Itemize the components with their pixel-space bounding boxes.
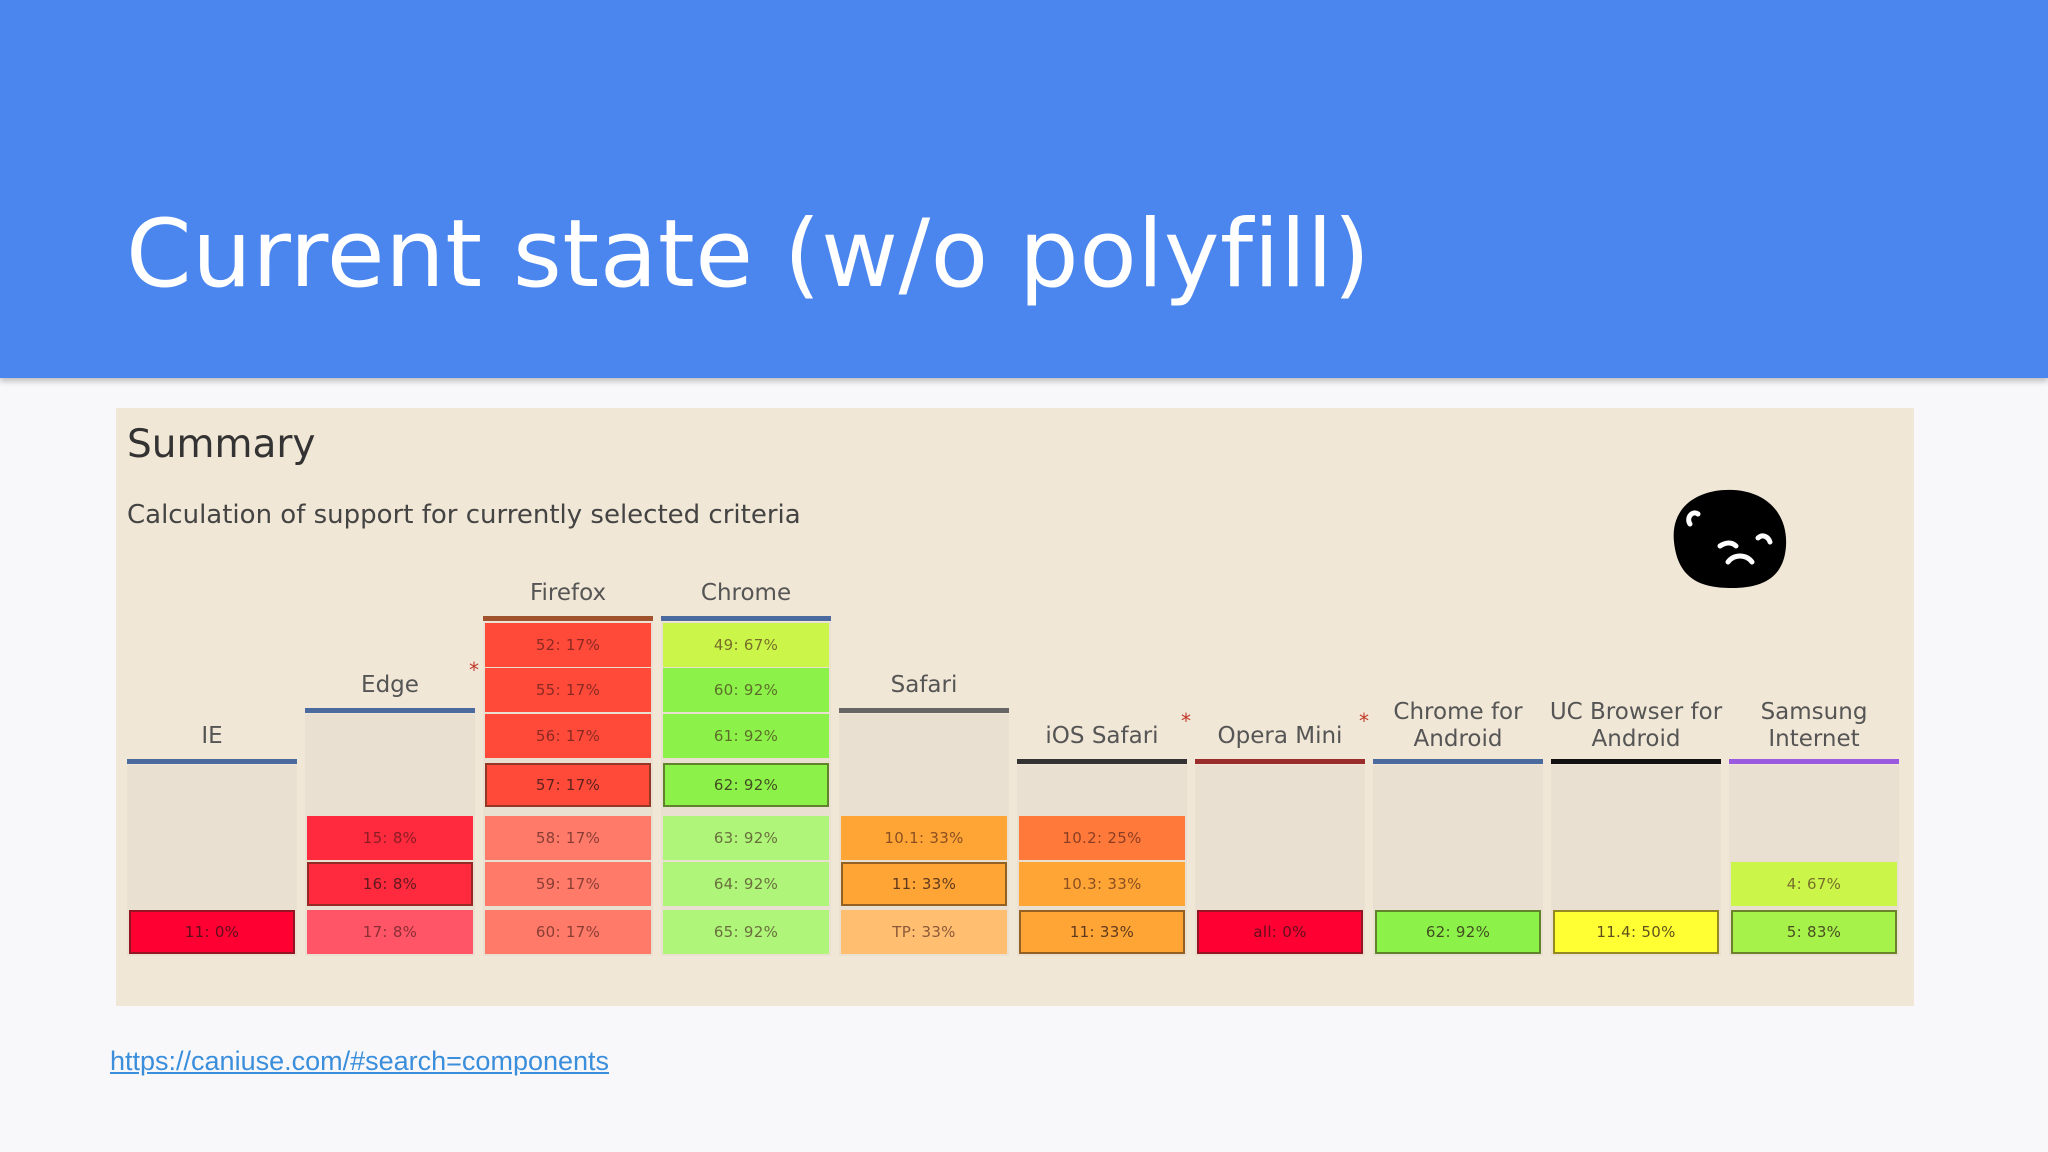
browser-bar (1195, 759, 1365, 764)
version-cell[interactable]: 58: 17% (485, 816, 651, 860)
version-cell[interactable]: 16: 8% (307, 862, 473, 906)
version-cell[interactable]: 64: 92% (663, 862, 829, 906)
version-cell[interactable]: 11.4: 50% (1553, 910, 1719, 954)
summary-title: Summary (127, 422, 316, 467)
version-cell[interactable]: 52: 17% (485, 623, 651, 667)
version-cell[interactable]: 11: 0% (129, 910, 295, 954)
browser-header-edge[interactable]: Edge (361, 672, 419, 698)
version-cell[interactable]: 62: 92% (663, 763, 829, 807)
version-cell[interactable]: 49: 67% (663, 623, 829, 667)
version-cell[interactable]: 65: 92% (663, 910, 829, 954)
sad-face-icon (1673, 489, 1787, 588)
notes-asterisk[interactable]: * (469, 658, 479, 682)
version-cell[interactable]: 15: 8% (307, 816, 473, 860)
version-cell[interactable]: 63: 92% (663, 816, 829, 860)
notes-asterisk[interactable]: * (1181, 709, 1191, 733)
version-cell[interactable]: 10.1: 33% (841, 816, 1007, 860)
version-cell[interactable]: 11: 33% (841, 862, 1007, 906)
browser-header-firefox[interactable]: Firefox (529, 580, 607, 606)
version-cell[interactable]: 55: 17% (485, 668, 651, 712)
version-cell[interactable]: 61: 92% (663, 714, 829, 758)
notes-asterisk[interactable]: * (1359, 709, 1369, 733)
version-cell[interactable]: 17: 8% (307, 910, 473, 954)
browser-header-opera-mini[interactable]: Opera Mini (1217, 723, 1343, 749)
version-cell[interactable]: 5: 83% (1731, 910, 1897, 954)
browser-bar (1551, 759, 1721, 764)
browser-bar (1729, 759, 1899, 764)
browser-bar (1373, 759, 1543, 764)
version-cell[interactable]: 62: 92% (1375, 910, 1541, 954)
browser-header-chrome-for-android[interactable]: Chrome for Android (1393, 699, 1523, 752)
browser-header-uc-browser-for-android[interactable]: UC Browser for Android (1549, 699, 1723, 752)
caniuse-link[interactable]: https://caniuse.com/#search=components (110, 1046, 610, 1076)
browser-bar (127, 759, 297, 764)
version-cell[interactable]: 56: 17% (485, 714, 651, 758)
version-cell[interactable]: 60: 17% (485, 910, 651, 954)
browser-bar (839, 708, 1009, 713)
browser-header-ios-safari[interactable]: iOS Safari (1045, 723, 1159, 749)
slide-header (0, 0, 2048, 378)
summary-subtitle: Calculation of support for currently sel… (127, 500, 801, 530)
browser-bar (483, 616, 653, 621)
version-cell[interactable]: all: 0% (1197, 910, 1363, 954)
version-cell[interactable]: 10.2: 25% (1019, 816, 1185, 860)
browser-bar (1017, 759, 1187, 764)
version-cell[interactable]: 57: 17% (485, 763, 651, 807)
browser-header-samsung-internet[interactable]: Samsung Internet (1760, 699, 1868, 752)
slide-title: Current state (w/o polyfill) (126, 200, 1371, 309)
browser-bar (305, 708, 475, 713)
version-cell[interactable]: 59: 17% (485, 862, 651, 906)
version-cell[interactable]: 11: 33% (1019, 910, 1185, 954)
browser-header-safari[interactable]: Safari (890, 672, 958, 698)
version-cell[interactable]: 60: 92% (663, 668, 829, 712)
version-cell[interactable]: 4: 67% (1731, 862, 1897, 906)
version-cell[interactable]: TP: 33% (841, 910, 1007, 954)
version-cell[interactable]: 10.3: 33% (1019, 862, 1185, 906)
browser-bar (661, 616, 831, 621)
browser-header-ie[interactable]: IE (201, 723, 223, 749)
browser-header-chrome[interactable]: Chrome (700, 580, 792, 606)
